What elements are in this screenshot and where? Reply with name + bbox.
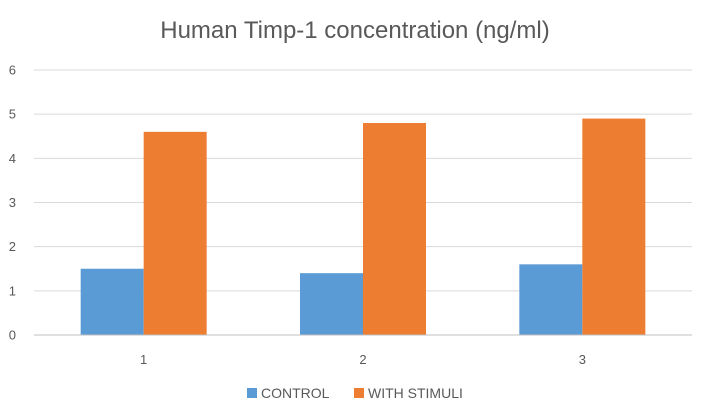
bar-control-1: [80, 268, 144, 335]
bar-control-3: [519, 264, 583, 335]
y-tick-label: 0: [9, 328, 16, 343]
y-tick-label: 4: [9, 151, 16, 166]
y-tick-label: 5: [9, 107, 16, 122]
legend: CONTROL WITH STIMULI: [247, 385, 463, 401]
x-tick-label: 1: [140, 352, 147, 367]
y-tick-label: 1: [9, 283, 16, 298]
y-axis-ticks: 0 1 2 3 4 5 6: [9, 63, 16, 343]
chart-title: Human Timp-1 concentration (ng/ml): [160, 17, 549, 44]
bar-with-stimuli-2: [363, 123, 426, 335]
bar-control-2: [300, 273, 363, 335]
y-tick-label: 3: [9, 195, 16, 210]
x-tick-label: 2: [359, 352, 366, 367]
x-axis-ticks: 1 2 3: [140, 352, 586, 367]
bar-with-stimuli-3: [582, 118, 646, 335]
bars: [80, 118, 646, 335]
legend-label: WITH STIMULI: [368, 385, 463, 401]
x-tick-label: 3: [579, 352, 586, 367]
legend-label: CONTROL: [261, 385, 330, 401]
legend-swatch: [354, 388, 364, 398]
bar-with-stimuli-1: [143, 131, 207, 335]
legend-swatch: [247, 388, 257, 398]
y-tick-label: 2: [9, 239, 16, 254]
y-tick-label: 6: [9, 63, 16, 78]
